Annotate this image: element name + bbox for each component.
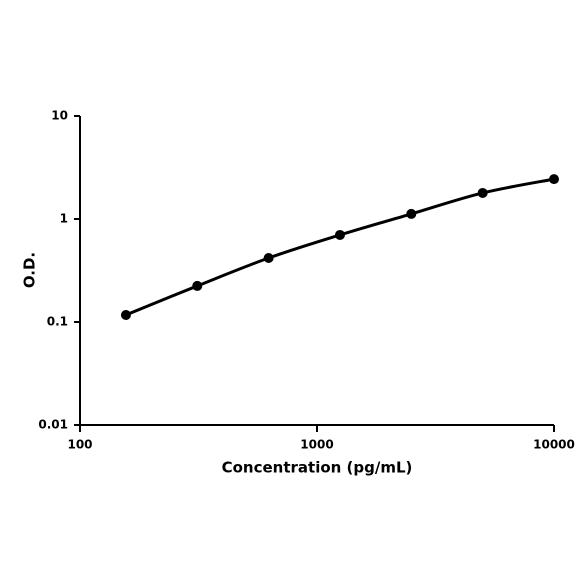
- point: [477, 187, 488, 198]
- x-tick-label: 100: [67, 438, 92, 452]
- y-tick-label: 0.01: [38, 418, 68, 432]
- y-tick-label: 1: [60, 212, 68, 226]
- curve: [125, 177, 555, 317]
- x-tick-label: 10000: [533, 438, 575, 452]
- x-axis-title: Concentration (pg/mL): [222, 459, 413, 477]
- point: [120, 309, 131, 320]
- point: [334, 229, 345, 240]
- point: [192, 280, 203, 291]
- point: [549, 174, 559, 185]
- y-tick-label: 0.1: [47, 315, 68, 329]
- point: [263, 253, 274, 264]
- x-tick-label: 1000: [300, 438, 333, 452]
- y-axis-title: O.D.: [21, 252, 39, 288]
- y-tick-label: 10: [51, 109, 68, 123]
- point: [406, 208, 417, 219]
